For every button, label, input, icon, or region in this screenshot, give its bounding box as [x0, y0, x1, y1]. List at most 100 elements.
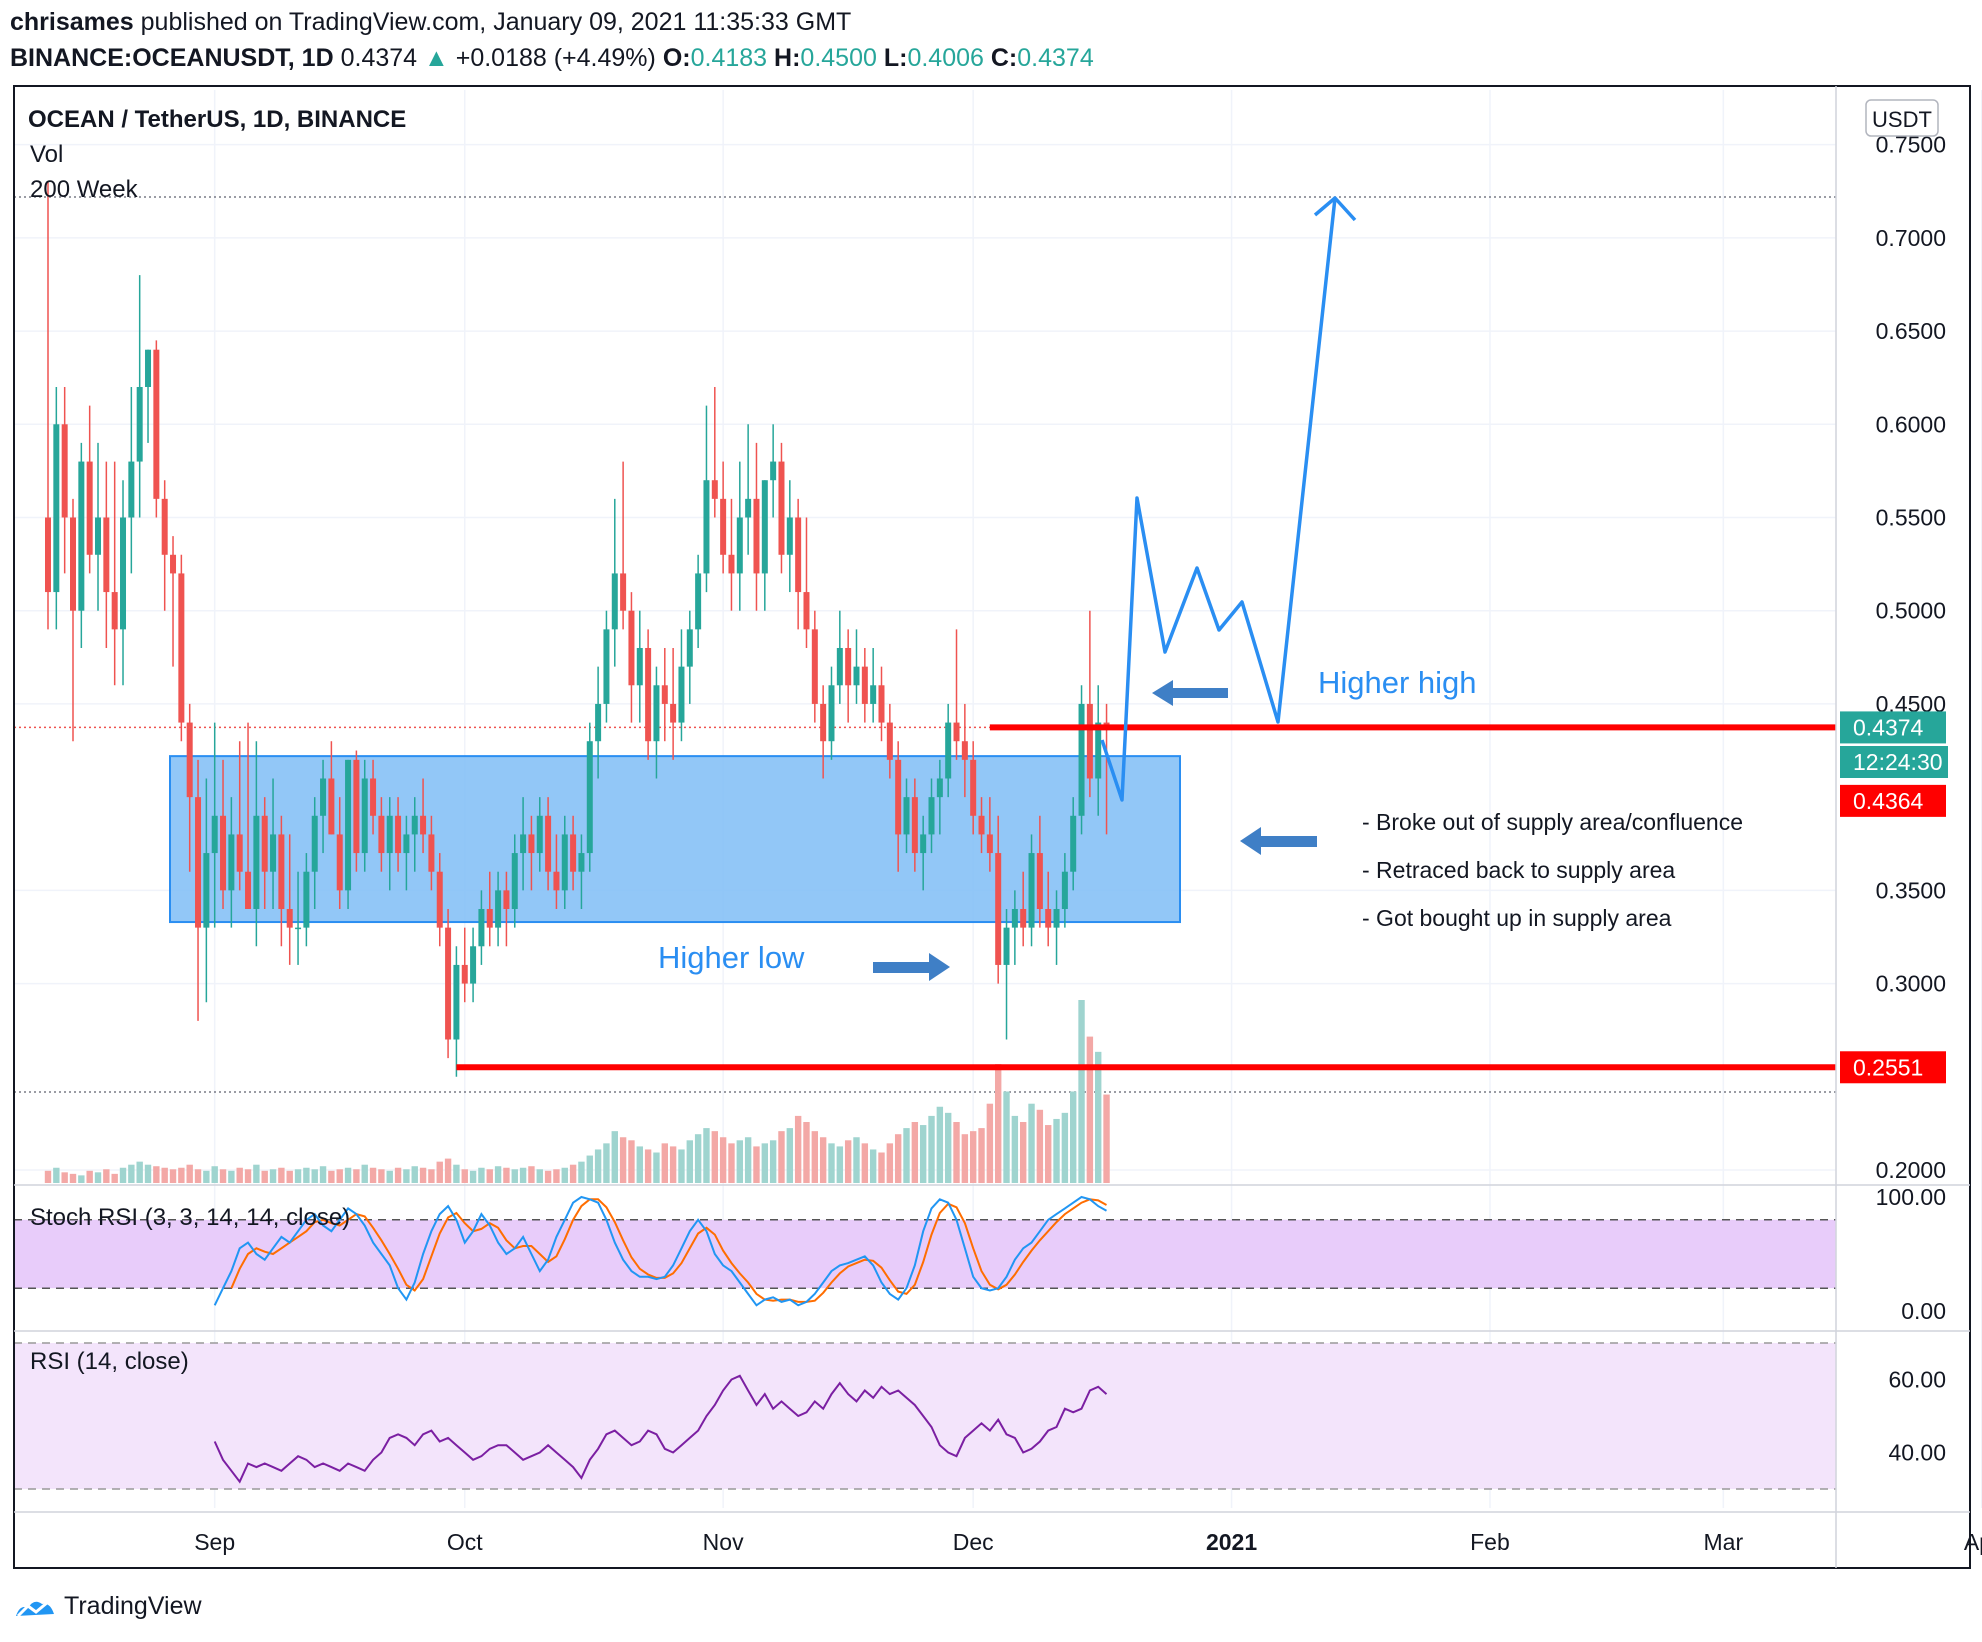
volume-bar [111, 1173, 118, 1183]
volume-bar [986, 1103, 994, 1183]
volume-bar [553, 1169, 560, 1183]
candle-body [78, 461, 85, 611]
candle-body [870, 685, 877, 704]
volume-bar [361, 1164, 368, 1183]
candle-body [536, 815, 543, 854]
volume-bar [869, 1149, 877, 1183]
volume-bar [378, 1169, 385, 1183]
candle-body [1061, 871, 1068, 909]
volume-bar [178, 1167, 185, 1183]
volume-bars [44, 1000, 1110, 1183]
volume-bar [544, 1170, 552, 1183]
candle-body [903, 797, 910, 835]
candle-body [720, 498, 727, 555]
volume-bar [161, 1167, 168, 1183]
candles[interactable] [45, 181, 1110, 1077]
candle-body [153, 349, 160, 499]
candle-body [878, 685, 885, 723]
countdown-label: 12:24:30 [1853, 749, 1943, 775]
candle-body [845, 647, 852, 686]
candle-body [1053, 908, 1060, 928]
low-label: L: [883, 44, 908, 72]
candle-body [953, 722, 960, 742]
candle-body [395, 815, 402, 854]
projection-tip [1313, 196, 1337, 217]
candle-body [1045, 908, 1052, 928]
candle-body [70, 517, 77, 611]
annotations [873, 196, 1357, 981]
candle-body [420, 815, 427, 835]
y-tick-label: 0.6000 [1876, 411, 1946, 437]
candle-body [436, 871, 443, 928]
volume-bar [303, 1167, 310, 1183]
tradingview-logo-icon [16, 1600, 54, 1617]
candle-body [528, 834, 535, 854]
volume-bar [394, 1167, 402, 1183]
volume-bar [844, 1140, 852, 1183]
symbol-name: BINANCE:OCEANUSDT, 1D [10, 44, 334, 72]
rsi-tick-label: 40.00 [1888, 1440, 1946, 1466]
candle-body [336, 834, 343, 891]
volume-bar [611, 1131, 618, 1183]
volume-bar [1086, 1036, 1094, 1183]
volume-bar [1103, 1094, 1110, 1183]
volume-bar [569, 1164, 577, 1183]
candle-body [286, 908, 293, 928]
volume-bar [778, 1131, 785, 1183]
candle-body [120, 517, 127, 630]
candle-body [386, 815, 393, 854]
volume-bar [386, 1170, 393, 1183]
candle-body [345, 759, 352, 891]
candle-body [786, 517, 793, 555]
x-tick-label: Apr [1964, 1529, 1982, 1555]
candle-body [736, 517, 743, 574]
candle-body [470, 946, 477, 984]
volume-bar [228, 1170, 235, 1183]
candle-body [645, 647, 652, 742]
volume-bar [753, 1146, 760, 1183]
rsi-label: RSI (14, close) [30, 1348, 189, 1375]
volume-bar [536, 1169, 543, 1183]
legend-200-week: 200 Week [30, 176, 139, 203]
publish-line: chrisames published on TradingView.com, … [10, 8, 851, 37]
candle-body [1095, 722, 1102, 779]
candle-body [695, 573, 702, 630]
candle-body [245, 871, 252, 909]
candle-body [770, 461, 777, 481]
candle-body [711, 480, 718, 499]
right-arrow-icon [873, 953, 950, 981]
candle-body [553, 871, 560, 891]
volume-bar [1036, 1109, 1044, 1183]
volume-bar [878, 1152, 885, 1183]
candle-body [95, 517, 102, 555]
axes: 0.75000.70000.65000.60000.55000.50000.45… [13, 85, 1982, 1569]
candle-body [1028, 853, 1035, 928]
volume-bar [828, 1143, 835, 1183]
author-name[interactable]: chrisames [10, 8, 134, 36]
volume-bar [803, 1122, 810, 1183]
volume-bar [261, 1170, 268, 1183]
candle-body [628, 610, 635, 686]
volume-bar [478, 1167, 485, 1183]
stoch-tick-label: 100.00 [1876, 1184, 1946, 1210]
candle-body [486, 908, 493, 928]
candle-body [1036, 853, 1043, 909]
publish-info: published on TradingView.com, January 09… [140, 8, 852, 36]
volume-bar [528, 1166, 535, 1183]
x-tick-label: 2021 [1206, 1529, 1257, 1555]
candle-body [545, 815, 552, 872]
note-1: - Broke out of supply area/confluence [1362, 809, 1743, 835]
brand-footer[interactable]: TradingView [14, 1592, 202, 1621]
candle-body [228, 834, 235, 891]
candle-body [361, 778, 368, 854]
volume-bar [928, 1115, 935, 1183]
volume-bar [786, 1128, 794, 1183]
volume-bar [203, 1170, 210, 1183]
volume-bar [936, 1106, 944, 1183]
support-price-label: 0.2551 [1853, 1054, 1923, 1080]
candle-body [45, 517, 51, 593]
volume-bar [961, 1134, 969, 1183]
candle-body [370, 778, 377, 816]
volume-bar [78, 1175, 85, 1183]
